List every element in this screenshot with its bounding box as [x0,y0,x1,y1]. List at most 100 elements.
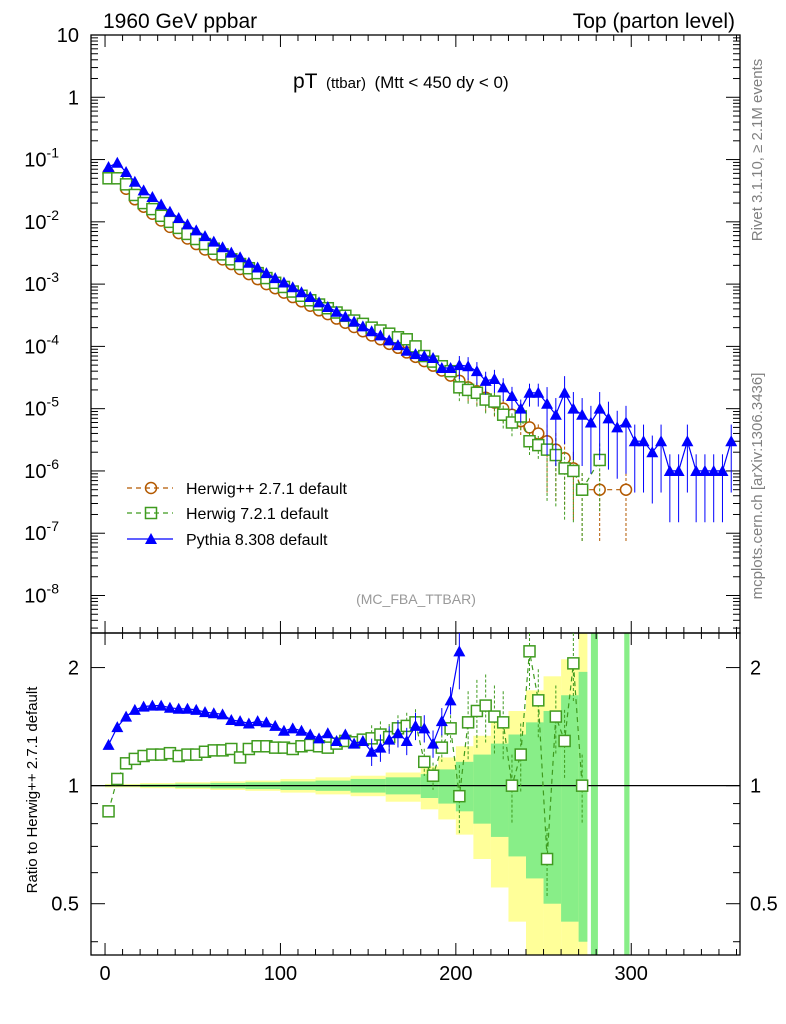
data-point [225,742,238,756]
data-point [172,702,185,714]
mcplots-label: mcplots.cern.ch [arXiv:1306.3436] [749,373,766,600]
green-band-segment [438,769,456,804]
data-point [558,734,571,748]
data-point [453,359,466,371]
data-point [119,178,133,191]
data-point [619,416,632,428]
green-band-segment [590,633,598,955]
data-point [453,789,466,803]
data-point [304,728,317,740]
data-point [488,395,501,408]
data-point [365,325,378,337]
data-point [488,372,501,384]
data-point [207,235,220,247]
main-series-2-line [108,161,732,472]
data-point [330,305,343,317]
data-point [102,160,115,172]
data-point [672,464,685,476]
x-tick-label: 100 [264,963,297,985]
header-left: 1960 GeV ppbar [103,10,257,33]
plot-title: pT (ttbar) (Mtt < 450 dy < 0) [293,70,509,93]
data-point [269,272,282,284]
data-point [172,212,185,224]
data-point [602,412,615,424]
green-band-segment [624,633,630,955]
green-band-segment [473,754,491,824]
data-point [576,408,589,420]
data-point [514,402,527,414]
data-point [444,694,457,706]
title-main: pT [293,70,318,93]
data-point [725,435,738,447]
data-point [102,805,115,818]
ratio-y-tick-label: 2 [68,658,79,680]
data-point [295,724,308,736]
data-point [567,402,580,414]
green-band-segment [561,695,579,922]
x-tick-label: 300 [615,963,648,985]
x-tick-label: 200 [439,963,472,985]
data-point [146,699,159,711]
data-point [199,706,212,718]
data-point [181,218,194,230]
data-point [348,315,361,327]
data-point [111,721,124,733]
data-point [575,483,589,496]
data-point [102,738,115,750]
y-tick-label: 1 [68,87,79,109]
title-sub: (ttbar) [326,75,366,92]
data-point [269,719,282,731]
data-point [128,703,141,715]
data-point [242,256,255,268]
data-point [409,719,422,731]
data-point [532,386,545,398]
data-point [698,464,711,476]
data-point [514,748,527,761]
data-point [137,184,150,196]
data-point [567,464,580,478]
data-point [383,733,396,745]
data-point [427,352,440,364]
y-tick-label: 10-7 [24,518,59,545]
data-point [558,386,571,398]
data-point [567,657,580,670]
legend-item-pythia: Pythia 8.308 default [127,532,328,549]
y-tick-label: 10-1 [24,145,59,172]
data-point [365,745,378,757]
data-point [304,291,317,303]
data-point [137,700,150,712]
main-series-1 [102,172,606,542]
data-point [391,339,404,351]
data-point [339,310,352,322]
green-band-segment [578,671,588,942]
data-point [146,191,159,203]
analysis-label: (MC_FBA_TTBAR) [356,591,476,607]
data-point [690,464,703,476]
data-point [418,722,431,734]
ratio-series-1 [102,633,466,766]
ratio-y-axis-ticks [91,667,740,943]
data-point [216,241,229,253]
data-point [418,350,431,362]
data-point [181,702,194,714]
data-point [619,483,633,496]
data-point [409,348,422,360]
data-point [321,300,334,312]
ratio-y-tick-label-right: 0.5 [750,894,778,916]
data-point [444,361,457,373]
x-tick-label: 0 [99,963,110,985]
data-point [505,389,518,401]
data-point [111,156,124,168]
data-point [497,381,510,393]
data-point [593,402,606,414]
data-point [532,694,545,707]
data-point [435,715,448,727]
data-point [655,435,668,447]
data-point [163,205,176,217]
data-point [260,716,273,728]
data-point [277,276,290,288]
data-point [190,703,203,715]
data-point [199,230,212,242]
data-point [233,751,247,764]
data-point [646,446,659,458]
